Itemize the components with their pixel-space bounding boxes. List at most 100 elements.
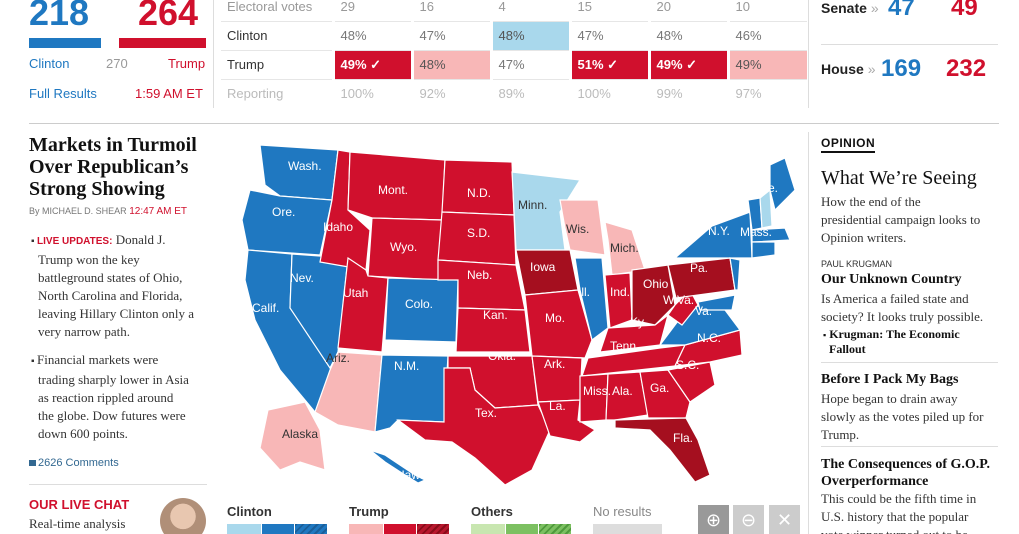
headline-line: Strong Showing — [29, 178, 165, 200]
legend-clinton-label: Clinton — [227, 504, 272, 519]
full-results-link[interactable]: Full Results — [29, 86, 97, 101]
trump-pct: 47% — [489, 50, 570, 80]
ev-header-label: Electoral votes — [221, 0, 333, 22]
house-rep-seats: 232 — [946, 55, 987, 82]
bullet-line: very narrow path. — [38, 324, 131, 339]
byline-time: 12:47 AM ET — [129, 206, 188, 217]
state-label: Pa. — [690, 261, 708, 275]
state-miss — [579, 373, 609, 423]
ev-header-value: 15 — [568, 0, 649, 22]
state-label: La. — [549, 399, 566, 413]
trump-pct: 49% ✓ — [647, 50, 728, 80]
opinion-item-3-title[interactable]: The Consequences of G.O.P. Overperforman… — [821, 456, 990, 490]
title-line: The Consequences of G.O.P. — [821, 457, 991, 472]
live-chat-sub: Real-time analysis — [29, 516, 126, 531]
bullet-line: leaving Hillary Clinton only a — [38, 306, 194, 321]
legend-no-results — [593, 524, 662, 534]
state-minn — [511, 171, 582, 251]
state-label: W.Va. — [663, 293, 694, 307]
zoom-in-button[interactable]: ⊕ — [698, 505, 729, 534]
trump-row: Trump 49% ✓ 48% 47% 51% ✓ 49% ✓ 49% — [221, 50, 807, 80]
state-label: S.C. — [676, 358, 699, 372]
legend-others-label: Others — [471, 504, 513, 519]
legend-clinton-win — [262, 524, 294, 534]
state-label: Wash. — [288, 159, 322, 173]
state-label: S.D. — [467, 226, 490, 240]
reset-map-button[interactable]: ✕ — [769, 505, 800, 534]
state-label: N.Y. — [708, 224, 730, 238]
state-label: Ark. — [544, 357, 565, 371]
legend-trump-label: Trump — [349, 504, 389, 519]
state-ga — [639, 369, 691, 419]
bullet-line: Financial markets were — [37, 352, 159, 367]
link-line: Krugman: The Economic — [829, 327, 960, 341]
ev-header-value: 20 — [647, 0, 728, 22]
clinton-pct: 48% — [647, 21, 728, 51]
state-label: Tex. — [475, 406, 497, 420]
headline-link[interactable]: Markets in Turmoil Over Republican’s Str… — [29, 134, 197, 200]
senate-label: Senate — [821, 0, 867, 16]
state-label: Wyo. — [390, 240, 417, 254]
chat-avatar[interactable] — [160, 498, 206, 534]
zoom-out-button[interactable]: ⊖ — [733, 505, 764, 534]
state-label: Nev. — [290, 271, 314, 285]
us-election-map[interactable]: Wash. Ore. Calif. Nev. Idaho Mont. Wyo. Utah Ari… — [220, 130, 810, 490]
reporting-pct: 100% — [568, 79, 649, 108]
intro-line: presidential campaign looks to — [821, 212, 981, 227]
zoom-in-icon: ⊕ — [705, 510, 722, 530]
ev-header-value: 10 — [726, 0, 807, 22]
legend-trump-lean — [349, 524, 383, 534]
state-ind — [604, 272, 633, 329]
state-label: Ind. — [610, 285, 630, 299]
legend-clinton-flip — [295, 524, 327, 534]
state-ky — [599, 313, 670, 353]
house-link[interactable]: House » — [821, 61, 875, 77]
senate-link[interactable]: Senate » — [821, 0, 879, 16]
link-line: Fallout — [829, 342, 866, 356]
state-ct — [751, 241, 776, 259]
house-dem-seats: 169 — [881, 55, 922, 82]
state-mo — [524, 289, 593, 359]
state-label: Ore. — [272, 205, 295, 219]
opinion-item-1-title[interactable]: Our Unknown Country — [821, 272, 962, 287]
reporting-row: Reporting 100% 92% 89% 100% 99% 97% — [221, 79, 807, 108]
state-me — [769, 157, 796, 212]
battleground-table: Electoral votes 29 16 4 15 20 10 Clinton… — [221, 0, 807, 108]
opinion-item-1-body: Is America a failed state and society? I… — [821, 290, 983, 326]
senate-dem-seats: 47 — [888, 0, 915, 21]
state-label: Neb. — [467, 268, 492, 282]
body-line: slowly as the votes piled up for — [821, 409, 984, 424]
opinion-item-2-title[interactable]: Before I Pack My Bags — [821, 372, 959, 387]
body-line: U.S. history that the popular — [821, 509, 969, 524]
state-label: Ky. — [630, 315, 646, 329]
opinion-section-label[interactable]: OPINION — [821, 136, 876, 153]
reporting-pct: 89% — [489, 79, 570, 108]
body-line: society? It looks truly possible. — [821, 309, 984, 324]
house-label: House — [821, 61, 864, 77]
ev-header-value: 16 — [410, 0, 491, 22]
trump-pct: 49% ✓ — [331, 50, 412, 80]
opinion-author: PAUL KRUGMAN — [821, 259, 893, 269]
comment-icon — [29, 460, 36, 466]
state-label: N.D. — [467, 186, 491, 200]
state-label: Fla. — [673, 431, 693, 445]
byline: By MICHAEL D. SHEAR 12:47 AM ET — [29, 206, 187, 217]
state-label: Me. — [758, 181, 778, 195]
state-label: Colo. — [405, 297, 433, 311]
state-label: Hawaii — [396, 468, 432, 482]
update-time: 1:59 AM ET — [135, 86, 203, 101]
zoom-out-icon: ⊖ — [740, 510, 757, 530]
bullet-line: battleground states of Ohio, — [38, 270, 183, 285]
live-chat-heading[interactable]: OUR LIVE CHAT — [29, 497, 130, 512]
legend-no-results-label: No results — [593, 504, 652, 519]
byline-author: By MICHAEL D. SHEAR — [29, 206, 127, 216]
state-label: Utah — [343, 286, 368, 300]
opinion-title[interactable]: What We’re Seeing — [821, 167, 977, 189]
state-wva — [667, 289, 699, 326]
comments-link[interactable]: 2626 Comments — [29, 457, 119, 469]
opinion-item-1-link[interactable]: ▪ Krugman: The Economic Fallout — [823, 327, 960, 356]
opinion-item-3-body: This could be the fifth time in U.S. his… — [821, 490, 976, 534]
body-line: This could be the fifth time in — [821, 491, 977, 506]
state-label: Mich. — [610, 241, 639, 255]
clinton-pct: 47% — [410, 21, 491, 51]
